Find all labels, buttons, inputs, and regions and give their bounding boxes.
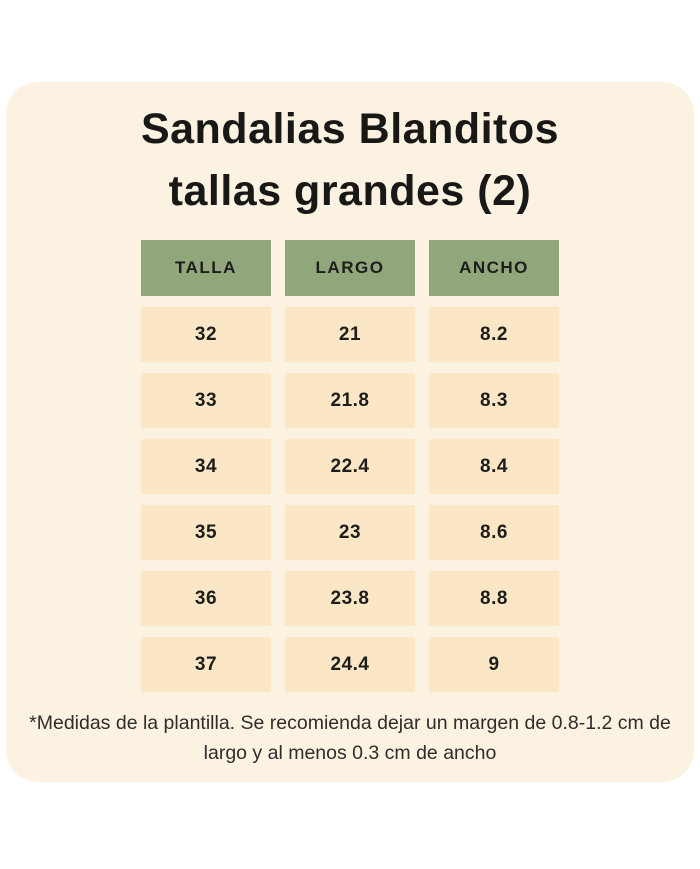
table-cell: 34 [141,439,271,494]
table-cell: 23 [285,505,415,560]
page-title: Sandalias Blanditos tallas grandes (2) [6,98,694,222]
table-cell: 36 [141,571,271,626]
table-cell: 21.8 [285,373,415,428]
table-cell: 37 [141,637,271,692]
table-cell: 21 [285,307,415,362]
table-cell: 22.4 [285,439,415,494]
size-table: TALLA LARGO ANCHO 32 21 8.2 33 21.8 8.3 34 22.4… [141,240,559,692]
table-cell: 8.6 [429,505,559,560]
table-cell: 32 [141,307,271,362]
table-cell: 8.4 [429,439,559,494]
table-cell: 35 [141,505,271,560]
table-cell: 9 [429,637,559,692]
title-line-2: tallas grandes (2) [168,167,532,215]
column-header-talla: TALLA [141,240,271,296]
table-cell: 8.2 [429,307,559,362]
table-cell: 8.3 [429,373,559,428]
table-cell: 23.8 [285,571,415,626]
column-header-largo: LARGO [285,240,415,296]
title-line-1: Sandalias Blanditos [140,105,560,153]
table-cell: 8.8 [429,571,559,626]
table-cell: 33 [141,373,271,428]
table-cell: 24.4 [285,637,415,692]
size-chart-card: Sandalias Blanditos tallas grandes (2) T… [6,82,694,782]
column-header-ancho: ANCHO [429,240,559,296]
footnote: *Medidas de la plantilla. Se recomienda … [29,712,671,764]
